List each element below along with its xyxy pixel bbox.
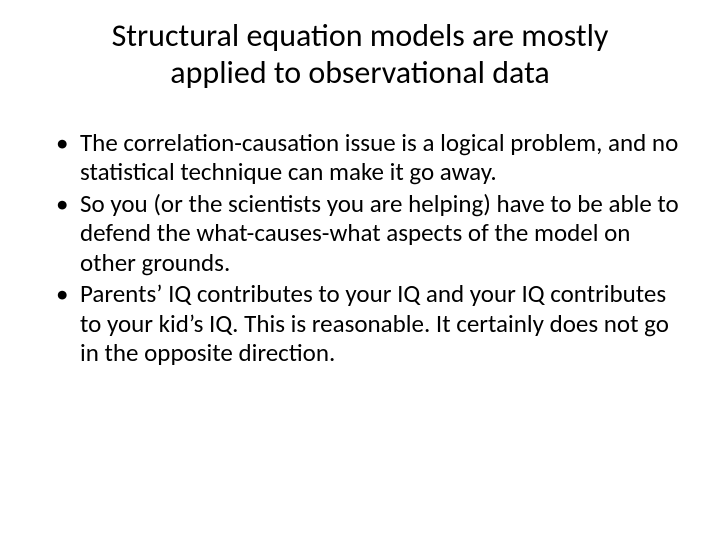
list-item: So you (or the scientists you are helpin… xyxy=(56,189,680,278)
bullet-list: The correlation-causation issue is a log… xyxy=(40,128,680,368)
list-item: Parents’ IQ contributes to your IQ and y… xyxy=(56,279,680,368)
slide-title: Structural equation models are mostly ap… xyxy=(40,18,680,92)
list-item: The correlation-causation issue is a log… xyxy=(56,128,680,187)
